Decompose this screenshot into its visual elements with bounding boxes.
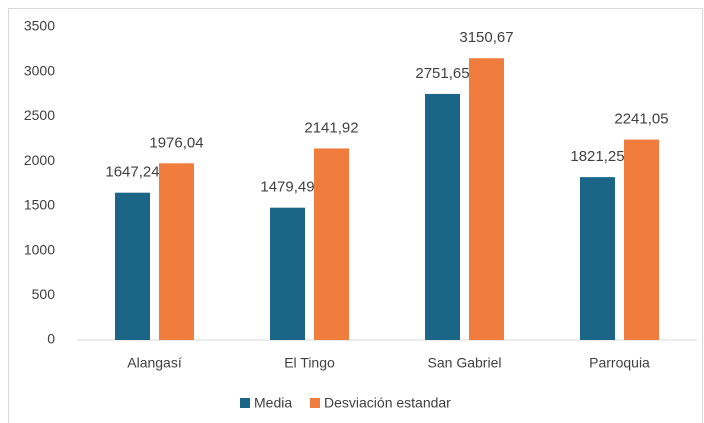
y-tick-label: 1500 xyxy=(24,197,55,213)
y-tick-label: 1000 xyxy=(24,241,55,257)
value-label: 3150,67 xyxy=(459,29,513,46)
bar xyxy=(624,139,659,340)
value-label: 2751,65 xyxy=(415,65,469,82)
x-tick-label: El Tingo xyxy=(284,355,335,371)
y-tick-label: 500 xyxy=(32,286,56,302)
bar xyxy=(159,163,194,340)
chart-border xyxy=(8,8,703,423)
y-tick-label: 2000 xyxy=(24,152,55,168)
bar xyxy=(580,177,615,340)
y-tick-label: 2500 xyxy=(24,107,55,123)
bar xyxy=(425,93,460,340)
value-label: 2141,92 xyxy=(304,119,358,136)
y-tick-label: 3500 xyxy=(24,18,55,34)
bar xyxy=(314,148,349,340)
value-label: 1821,25 xyxy=(570,148,624,165)
x-tick-label: San Gabriel xyxy=(428,355,502,371)
y-tick-label: 3000 xyxy=(24,62,55,78)
value-label: 1976,04 xyxy=(149,134,203,151)
y-tick-label: 0 xyxy=(47,331,55,347)
bar xyxy=(469,58,504,340)
value-label: 1647,24 xyxy=(105,164,159,181)
x-tick-label: Alangasí xyxy=(127,355,182,371)
value-label: 2241,05 xyxy=(614,111,668,128)
bar xyxy=(115,192,150,340)
legend-swatch xyxy=(240,398,250,408)
legend-label: Media xyxy=(254,395,292,411)
value-label: 1479,49 xyxy=(260,179,314,196)
x-tick-label: Parroquia xyxy=(589,355,650,371)
legend-label: Desviación estandar xyxy=(324,395,451,411)
legend-swatch xyxy=(310,398,320,408)
bar xyxy=(270,207,305,340)
